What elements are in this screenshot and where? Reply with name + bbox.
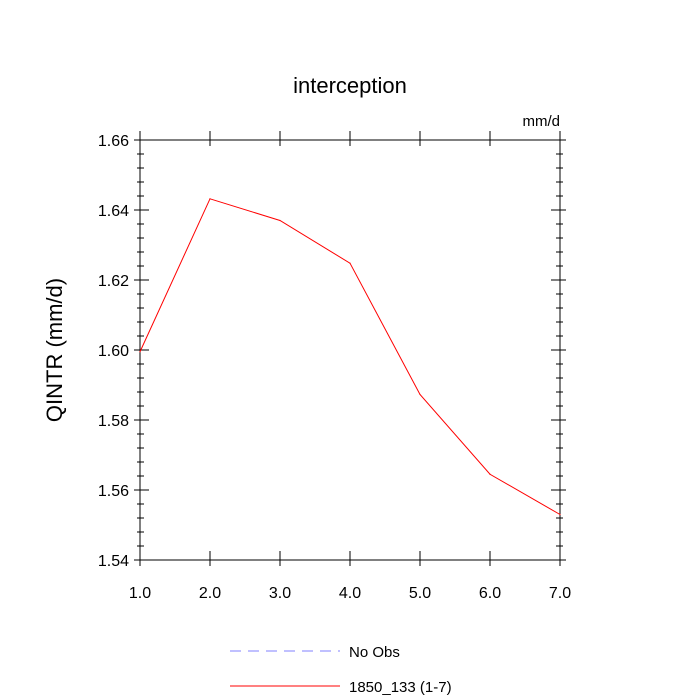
series-line [139, 198, 561, 515]
x-tick-label: 7.0 [549, 585, 571, 602]
y-tick-label: 1.60 [98, 343, 129, 360]
x-ticks: 1.0 2.0 3.0 4.0 5.0 6.0 7.0 [129, 131, 571, 602]
x-tick-label: 4.0 [339, 585, 361, 602]
y-axis-label: QINTR (mm/d) [42, 278, 67, 422]
y-ticks: 1.54 1.56 1.58 1.60 1.62 1.64 1.66 [98, 133, 566, 570]
legend-label-1850-133: 1850_133 (1-7) [349, 679, 452, 696]
data-point [139, 351, 141, 353]
legend: No Obs 1850_133 (1-7) [230, 644, 452, 696]
x-tick-label: 3.0 [269, 585, 291, 602]
y-tick-label: 1.54 [98, 553, 129, 570]
data-point [209, 198, 211, 200]
data-point [349, 262, 351, 264]
x-tick-label: 2.0 [199, 585, 221, 602]
data-point [559, 513, 561, 516]
x-tick-label: 6.0 [479, 585, 501, 602]
x-tick-label: 1.0 [129, 585, 151, 602]
y-tick-label: 1.58 [98, 413, 129, 430]
y-tick-label: 1.56 [98, 483, 129, 500]
legend-label-no-obs: No Obs [349, 644, 400, 661]
y-tick-label: 1.64 [98, 203, 129, 220]
plot-frame [139, 139, 561, 561]
units-label: mm/d [523, 113, 561, 130]
data-point [419, 393, 421, 396]
y-tick-label: 1.66 [98, 133, 129, 150]
chart-title: interception [293, 73, 407, 98]
data-point [489, 473, 491, 475]
x-tick-label: 5.0 [409, 585, 431, 602]
y-tick-label: 1.62 [98, 273, 129, 290]
series-layer [139, 198, 561, 516]
data-point [279, 219, 281, 222]
